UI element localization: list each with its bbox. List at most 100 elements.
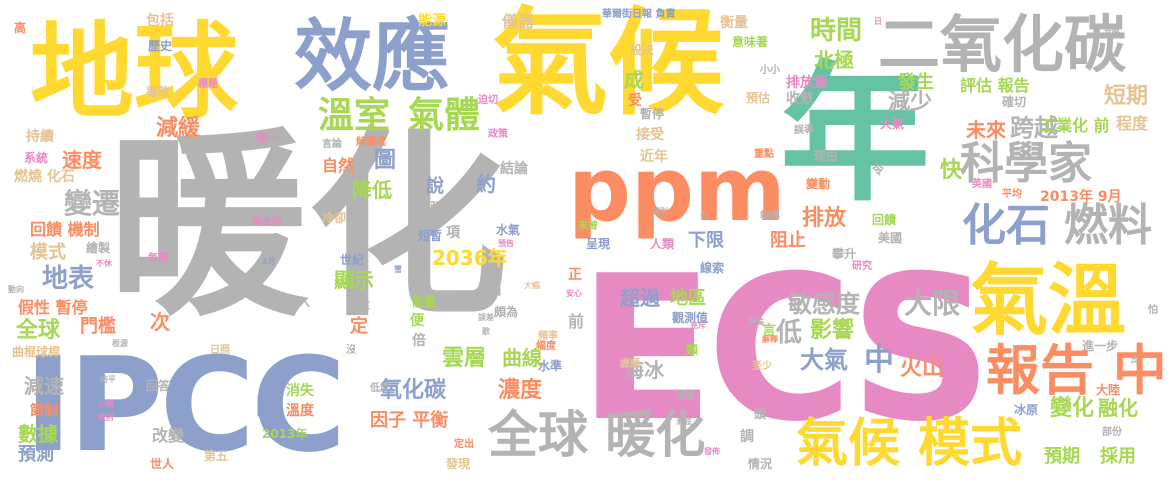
cloud-word: 氣候 <box>492 0 724 131</box>
cloud-word: 雲層 <box>442 346 487 371</box>
cloud-word: 頗為 <box>494 305 519 319</box>
cloud-word: 約 <box>476 172 496 196</box>
cloud-word: 第五 <box>204 449 229 463</box>
cloud-word: 氣溫 <box>970 256 1127 346</box>
cloud-word: 北極 <box>814 48 854 72</box>
cloud-word: 英國 <box>972 179 992 190</box>
cloud-word: 張 <box>430 201 444 217</box>
cloud-word: 效應 <box>294 12 451 102</box>
cloud-word: 頻率 <box>538 331 558 342</box>
cloud-word: 每隔 <box>148 253 168 264</box>
cloud-word: 大氣 <box>880 117 905 131</box>
cloud-word: 未曾 <box>578 221 598 232</box>
cloud-word: ECS <box>578 233 993 466</box>
cloud-word: 世人 <box>150 457 175 471</box>
cloud-word: 意味著 <box>732 35 769 49</box>
cloud-word: 二氧化碳 <box>878 8 1127 81</box>
cloud-word: 華爾街日報 負責 <box>602 9 676 20</box>
cloud-word: 歌 <box>482 327 490 336</box>
cloud-word: 情況 <box>748 457 773 471</box>
cloud-word: 氣候 模式 <box>796 414 1023 474</box>
cloud-word: 正 <box>568 267 582 283</box>
cloud-word: 阻止 <box>770 230 806 251</box>
cloud-word: 沒 <box>346 345 356 356</box>
cloud-word: 爭論 <box>748 317 764 326</box>
cloud-word: 定出 <box>454 439 474 450</box>
cloud-word: 變化 <box>1050 396 1095 421</box>
cloud-word: 能量 <box>412 295 437 309</box>
cloud-word: 回答 <box>146 379 171 393</box>
cloud-word: 時 <box>256 394 283 424</box>
cloud-word: 迫切 <box>478 95 498 106</box>
cloud-word: 雪 <box>394 265 402 274</box>
cloud-word: 減緩 <box>156 116 201 141</box>
cloud-word: 線索 <box>700 261 725 275</box>
cloud-word: 頭 <box>754 407 767 421</box>
cloud-word: 程度 <box>1116 114 1149 133</box>
cloud-word: 預估 <box>746 91 771 105</box>
cloud-word: 美國 <box>878 231 903 245</box>
cloud-word: 部份 <box>1102 427 1122 438</box>
cloud-word: 溫度 <box>286 403 314 419</box>
cloud-word: 火山 <box>900 356 945 381</box>
cloud-word: 進一步 <box>1082 339 1119 353</box>
cloud-word: 考量 <box>346 297 371 311</box>
cloud-word: 世紀 <box>340 253 365 267</box>
cloud-word: 課題 <box>620 359 640 370</box>
cloud-word: 近年 <box>640 149 668 165</box>
cloud-word: 快 <box>940 158 963 183</box>
cloud-word: 政策 <box>488 129 508 140</box>
cloud-word: 回饋 機制 <box>30 220 100 239</box>
cloud-word: 2013年 9月 <box>1040 189 1122 205</box>
cloud-word: 地球 <box>30 11 239 133</box>
cloud-word: 改變 <box>152 426 185 445</box>
cloud-word: 評估 報告 <box>960 76 1030 95</box>
cloud-word: 顯示 <box>334 268 374 292</box>
cloud-word: 採用 <box>1100 446 1136 467</box>
cloud-word: 年 <box>780 48 931 222</box>
cloud-word: 燃燒 化石 <box>14 169 75 185</box>
cloud-word: 因子 平衡 <box>370 410 449 431</box>
cloud-word: 時間 <box>810 16 863 46</box>
cloud-word: 曲棍球桿 <box>12 345 61 359</box>
cloud-word: 納入 <box>286 295 311 309</box>
cloud-word: 類 <box>686 343 699 357</box>
cloud-word: 人類 <box>650 237 675 251</box>
cloud-word: 收斂 <box>786 91 814 107</box>
cloud-word: 漸底 <box>676 417 692 426</box>
cloud-word: 暫停 <box>640 107 665 121</box>
cloud-word: 確切 <box>1002 95 1027 109</box>
cloud-word: 前 <box>568 312 585 331</box>
cloud-word: 定 <box>350 316 368 337</box>
cloud-word: 超過 <box>620 286 660 310</box>
cloud-word: 低 <box>776 318 803 348</box>
cloud-word: 短期 <box>1104 84 1149 109</box>
cloud-word: 化石 <box>962 200 1050 251</box>
cloud-word: 工業化 前 <box>1040 116 1110 135</box>
cloud-word: 減速 <box>24 374 64 398</box>
cloud-word: 七 <box>700 211 708 220</box>
cloud-word: 2036年 <box>432 246 508 270</box>
cloud-word: 大幅 <box>524 281 540 290</box>
cloud-word: 歷史 <box>148 39 173 53</box>
cloud-word: 回饋 <box>872 213 897 227</box>
cloud-word: 未來 <box>966 118 1006 142</box>
cloud-word: 模式 <box>30 242 66 263</box>
cloud-word: 受 <box>628 93 642 109</box>
cloud-word: 發生 <box>898 72 934 93</box>
cloud-word: 門檻 <box>80 316 116 337</box>
cloud-word: 結論 <box>500 161 528 177</box>
cloud-word: 暖化 <box>108 111 509 344</box>
cloud-word: 平均 <box>1002 189 1022 200</box>
cloud-word: 研究 <box>852 261 872 272</box>
cloud-word: 影響 <box>810 318 855 343</box>
cloud-word: 越 <box>410 208 428 229</box>
cloud-word: 氣體 <box>408 95 481 136</box>
cloud-word: 變遷 <box>64 187 121 220</box>
cloud-word: 衡量 <box>720 15 748 31</box>
cloud-word: 小組 <box>98 399 114 408</box>
cloud-word: 海冰 <box>624 358 664 382</box>
cloud-word: 預告 <box>498 239 514 248</box>
cloud-word: 儀器 <box>502 12 535 31</box>
cloud-word: 排放量 <box>786 75 828 91</box>
